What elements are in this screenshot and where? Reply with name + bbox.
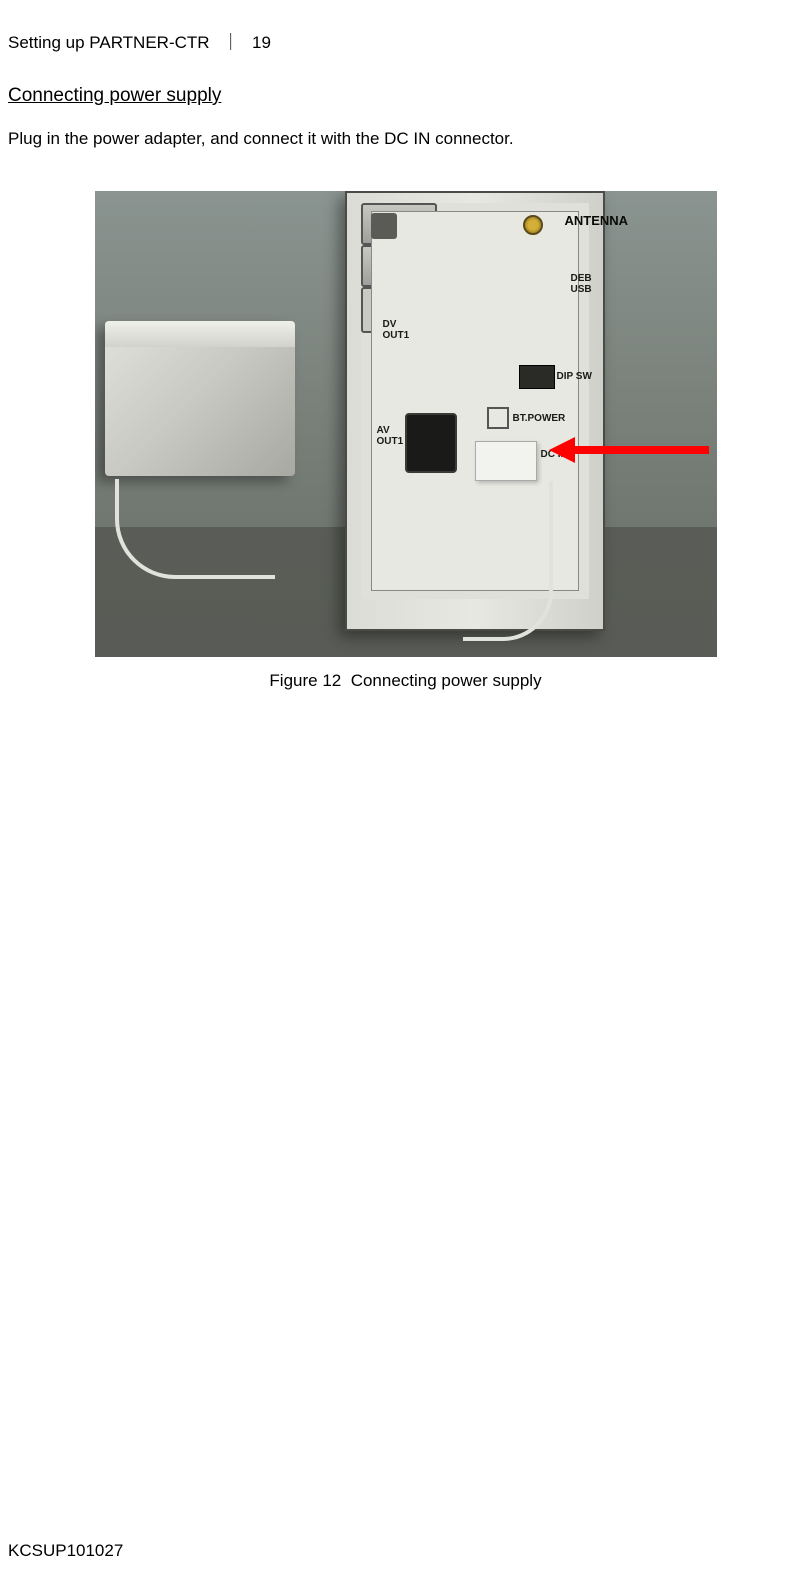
figure-caption-label: Figure 12 (269, 671, 341, 690)
av-out1-port (405, 413, 457, 473)
dc-in-cable (463, 481, 553, 641)
callout-arrow (549, 443, 709, 457)
dc-in-plug (475, 441, 537, 481)
breadcrumb: Setting up PARTNER-CTR (8, 33, 210, 52)
adapter-cable (115, 479, 275, 579)
dv-out1-port (361, 245, 437, 287)
footer-doc-id: KCSUP101027 (8, 1541, 123, 1561)
figure-caption-text: Connecting power supply (351, 671, 542, 690)
section-title: Connecting power supply (8, 85, 811, 107)
figure-image: DV OUT2 DV OUT1 DEB USB DIP SW BT.POWER … (95, 191, 717, 657)
arrow-shaft (571, 446, 709, 454)
dip-switch (519, 365, 555, 389)
figure-container: DV OUT2 DV OUT1 DEB USB DIP SW BT.POWER … (95, 191, 717, 691)
breadcrumb-separator: ｜ (222, 33, 239, 52)
dv-out1-label: DV OUT1 (383, 319, 410, 341)
dip-sw-label: DIP SW (557, 371, 592, 382)
section-body: Plug in the power adapter, and connect i… (8, 129, 811, 149)
bt-power-button (487, 407, 509, 429)
page-number: 19 (252, 33, 271, 52)
deb-usb-label: DEB USB (571, 273, 592, 295)
power-adapter (105, 321, 295, 476)
antenna-port (523, 215, 543, 235)
bt-power-label: BT.POWER (513, 413, 566, 424)
page-header: Setting up PARTNER-CTR ｜ 19 (0, 0, 811, 53)
figure-caption: Figure 12 Connecting power supply (95, 671, 717, 691)
av-out1-label: AV OUT1 (377, 425, 404, 447)
antenna-ext-label: ANTENNA (565, 213, 629, 228)
